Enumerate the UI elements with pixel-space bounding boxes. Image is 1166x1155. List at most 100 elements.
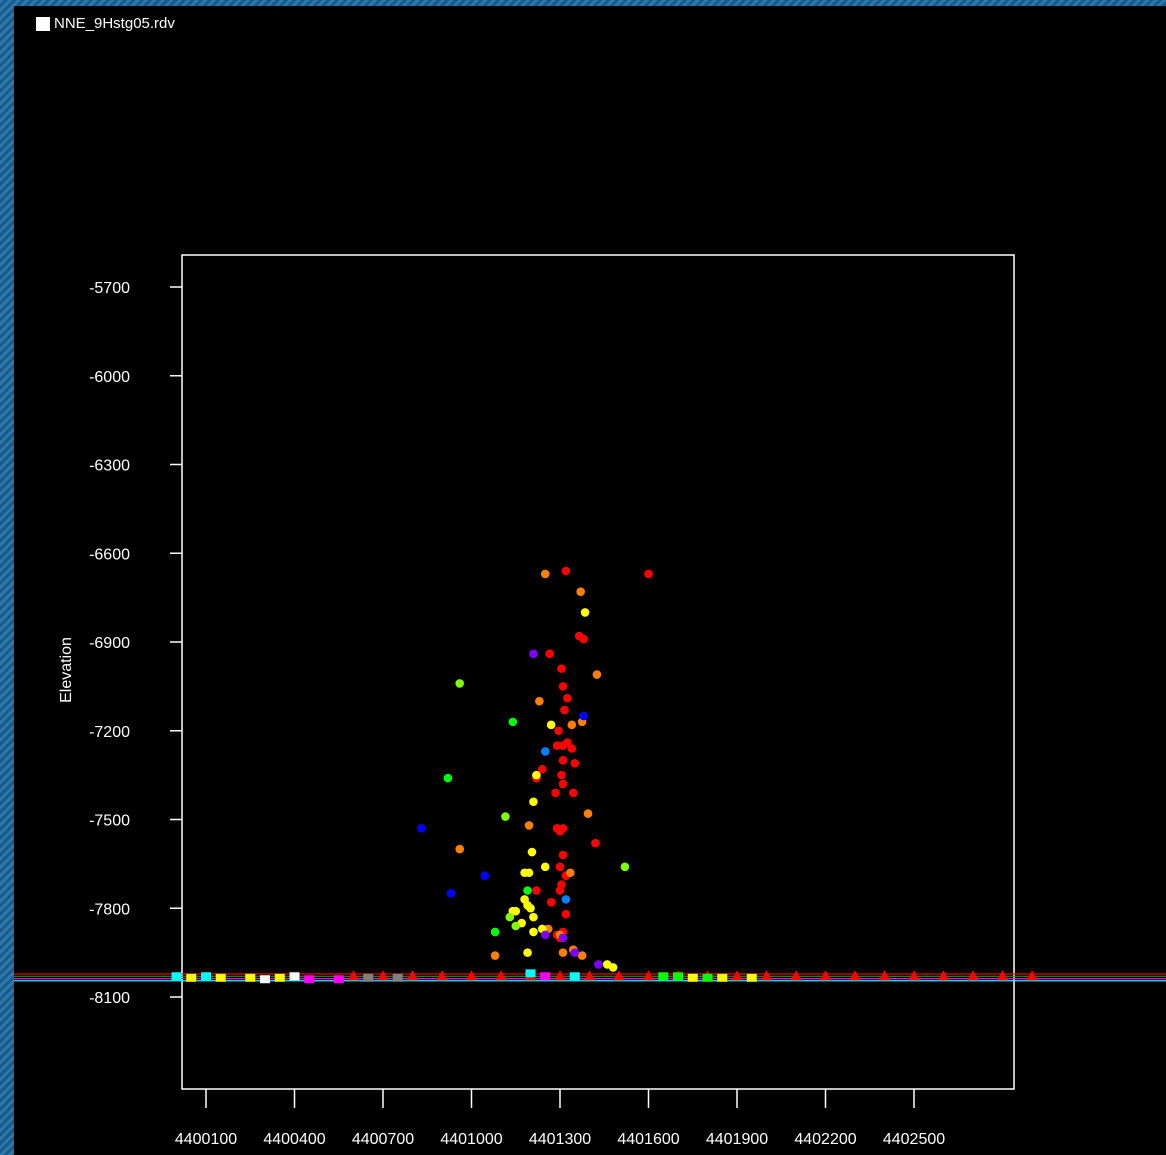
triangle-marker	[967, 970, 979, 981]
data-point	[620, 862, 630, 872]
data-point	[554, 726, 563, 736]
data-point	[567, 720, 577, 730]
data-point	[558, 850, 568, 860]
triangle-marker	[849, 970, 861, 981]
x-tick-label: 4401000	[440, 1131, 502, 1148]
y-tick-label: -7200	[89, 724, 130, 741]
x-tick-label: 4401900	[706, 1131, 768, 1148]
triangle-marker	[731, 970, 743, 981]
square-marker	[746, 973, 757, 982]
data-point	[580, 608, 590, 617]
data-point	[529, 797, 538, 807]
data-point	[511, 921, 521, 931]
data-point	[561, 909, 571, 919]
triangle-marker	[554, 970, 566, 981]
triangle-marker	[879, 970, 890, 981]
data-point	[490, 951, 500, 960]
data-point	[570, 758, 580, 768]
data-point	[555, 886, 565, 895]
x-tick-label: 4402500	[883, 1131, 945, 1148]
data-point	[555, 862, 565, 872]
data-point	[558, 824, 568, 833]
y-tick-label: -6000	[89, 369, 130, 386]
square-marker	[702, 973, 713, 982]
data-point	[563, 738, 572, 747]
data-point	[529, 649, 538, 659]
data-point	[579, 711, 588, 721]
data-point	[557, 664, 566, 673]
triangle-marker	[820, 970, 831, 981]
square-marker	[333, 975, 344, 984]
y-tick-label: -6300	[89, 458, 130, 475]
x-tick-label: 4402200	[794, 1131, 856, 1148]
square-marker	[525, 969, 536, 978]
y-tick-label: -7500	[89, 813, 130, 830]
data-point	[561, 566, 571, 576]
square-marker	[363, 973, 374, 982]
window-title-bar[interactable]: NNE_9Hstg05.rdv	[36, 12, 175, 36]
x-tick-label: 4400400	[263, 1131, 325, 1148]
triangle-marker	[790, 970, 802, 981]
data-point	[532, 770, 541, 780]
desktop-background-left	[0, 0, 14, 1155]
data-point	[545, 649, 554, 659]
data-point	[558, 948, 568, 957]
y-tick-label: -6900	[89, 635, 130, 652]
triangle-marker	[997, 970, 1008, 981]
square-marker	[260, 975, 270, 984]
data-point	[527, 847, 537, 857]
data-point	[526, 903, 535, 913]
square-marker	[171, 972, 182, 981]
x-tick-label: 4401600	[617, 1131, 679, 1148]
triangle-marker	[938, 970, 949, 981]
data-point	[563, 693, 572, 703]
data-point	[540, 930, 550, 940]
data-point	[558, 933, 568, 943]
data-point	[557, 770, 566, 780]
data-point	[523, 886, 532, 895]
data-point	[546, 898, 556, 907]
x-tick-label: 4401300	[529, 1131, 591, 1148]
square-marker	[658, 972, 669, 981]
data-point	[540, 862, 550, 872]
data-point	[583, 809, 593, 818]
data-point	[576, 587, 585, 597]
triangle-marker	[584, 970, 595, 981]
data-point	[546, 720, 556, 730]
data-point	[567, 744, 577, 753]
data-point	[446, 889, 456, 898]
data-points	[171, 566, 1038, 984]
x-tick-label: 4400100	[175, 1131, 237, 1148]
triangle-marker	[377, 970, 389, 981]
data-point	[540, 569, 550, 579]
data-point	[490, 927, 500, 937]
data-point	[508, 717, 518, 727]
window-title: NNE_9Hstg05.rdv	[54, 15, 175, 32]
plot-frame	[181, 254, 1015, 1090]
square-marker	[717, 973, 728, 982]
data-point	[558, 682, 568, 691]
data-point	[566, 868, 575, 878]
data-point	[551, 788, 560, 798]
y-tick-label: -8100	[89, 990, 130, 1007]
y-tick-label: -6600	[89, 546, 130, 563]
data-point	[540, 747, 550, 756]
data-point	[524, 821, 534, 830]
data-point	[644, 569, 653, 579]
data-point	[592, 670, 602, 679]
square-marker	[687, 973, 698, 982]
x-axis: 4400100 4400400 4400700 4401000 4401300 44016…	[175, 1089, 945, 1148]
triangle-marker	[761, 970, 772, 981]
data-point	[561, 895, 571, 904]
data-point	[594, 960, 603, 969]
triangle-marker	[495, 970, 507, 981]
data-point	[608, 963, 618, 972]
data-point	[523, 948, 532, 957]
triangle-marker	[908, 970, 920, 981]
data-point	[535, 696, 544, 706]
data-point	[558, 756, 568, 765]
plot-window[interactable]: NNE_9Hstg05.rdv	[14, 6, 1166, 1155]
triangle-marker	[466, 970, 477, 981]
triangle-marker	[643, 970, 654, 981]
data-point	[529, 912, 538, 922]
